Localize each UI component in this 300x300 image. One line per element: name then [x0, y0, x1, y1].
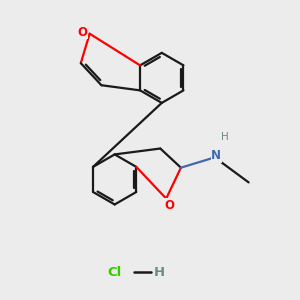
Text: O: O — [164, 199, 174, 212]
Text: N: N — [211, 149, 221, 162]
Text: O: O — [77, 26, 87, 39]
Text: H: H — [153, 266, 164, 279]
Text: Cl: Cl — [107, 266, 122, 279]
Text: H: H — [221, 132, 229, 142]
